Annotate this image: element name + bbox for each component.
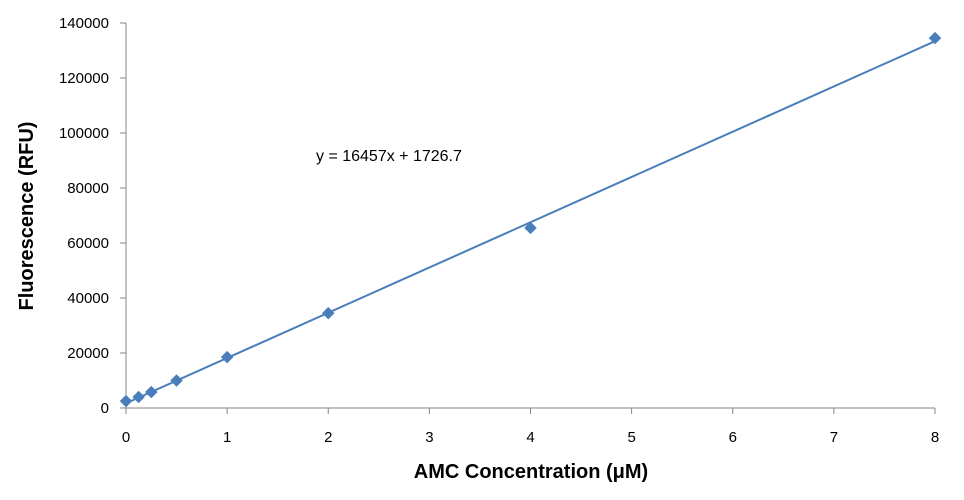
y-tick-label: 140000 (59, 15, 109, 32)
data-point (524, 221, 537, 235)
x-tick-label: 3 (425, 429, 433, 446)
x-tick-label: 5 (627, 429, 635, 446)
data-point (119, 394, 133, 408)
x-tick-label: 6 (729, 429, 737, 446)
x-tick-label: 7 (830, 429, 838, 446)
tick-labels: 0 1 2 3 4 5 6 7 8 0 20000 40000 60000 80000 100000 1200… (59, 15, 939, 446)
x-axis-title: AMC Concentration (μM) (414, 461, 648, 483)
data-point (220, 350, 234, 364)
x-tick-label: 2 (324, 429, 332, 446)
data-point (144, 385, 158, 399)
data-points (119, 31, 942, 408)
x-tick-label: 8 (931, 429, 939, 446)
data-point (928, 31, 942, 45)
y-tick-label: 20000 (67, 345, 109, 362)
y-tick-label: 120000 (59, 70, 109, 87)
y-tick-label: 60000 (67, 235, 109, 252)
data-point (321, 306, 335, 320)
data-point (170, 374, 183, 387)
tick-marks (120, 22, 936, 414)
x-tick-label: 4 (526, 429, 534, 446)
y-tick-label: 0 (101, 400, 109, 417)
x-tick-label: 0 (122, 429, 130, 446)
y-tick-label: 100000 (59, 125, 109, 142)
x-tick-label: 1 (223, 429, 231, 446)
y-tick-label: 80000 (67, 180, 109, 197)
data-point (132, 390, 145, 404)
y-tick-label: 40000 (67, 290, 109, 307)
trendline-equation: y = 16457x + 1726.7 (316, 148, 462, 165)
axes (125, 23, 935, 409)
y-axis-title: Fluorescence (RFU) (16, 122, 38, 311)
